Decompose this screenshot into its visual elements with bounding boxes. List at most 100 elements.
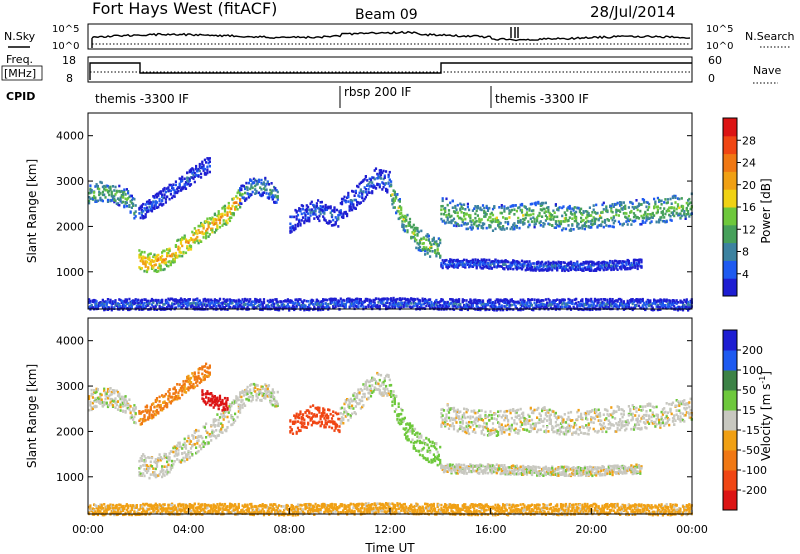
- echo-cell: [320, 304, 323, 308]
- echo-cell: [196, 169, 199, 173]
- echo-cell: [619, 304, 622, 307]
- echo-cell: [622, 301, 625, 305]
- echo-cell: [478, 260, 481, 263]
- echo-cell: [573, 206, 576, 209]
- echo-cell: [569, 260, 573, 264]
- echo-cell: [196, 239, 199, 243]
- echo-cell: [179, 188, 183, 192]
- echo-cell: [178, 177, 181, 180]
- echo-cell: [552, 299, 555, 302]
- echo-cell: [388, 306, 391, 310]
- echo-cell: [680, 300, 683, 304]
- echo-cell: [250, 179, 253, 182]
- echo-cell: [514, 266, 517, 270]
- echo-cell: [454, 206, 457, 209]
- echo-cell: [205, 303, 208, 306]
- echo-cell: [401, 297, 404, 300]
- echo-cell: [308, 216, 311, 220]
- echo-cell: [128, 205, 131, 208]
- echo-cell: [595, 212, 598, 215]
- echo-cell: [309, 214, 312, 217]
- echo-cell: [176, 239, 179, 242]
- echo-cell: [616, 209, 619, 212]
- echo-cell: [145, 467, 149, 471]
- echo-cell: [226, 299, 229, 302]
- echo-cell: [614, 259, 617, 263]
- echo-cell: [99, 192, 102, 195]
- echo-cell: [162, 249, 165, 253]
- echo-cell: [504, 298, 507, 301]
- echo-cell: [505, 301, 508, 305]
- echo-cell: [666, 201, 669, 204]
- echo-cell: [153, 263, 156, 267]
- echo-cell: [388, 184, 391, 188]
- echo-cell: [587, 212, 590, 215]
- echo-cell: [182, 250, 185, 254]
- echo-cell: [286, 298, 289, 301]
- echo-cell: [539, 268, 542, 272]
- echo-cell: [670, 219, 673, 222]
- echo-cell: [240, 194, 243, 197]
- echo-cell: [586, 215, 589, 219]
- echo-cell: [688, 197, 691, 201]
- echo-cell: [344, 212, 347, 215]
- echo-cell: [94, 185, 97, 188]
- echo-cell: [255, 298, 258, 301]
- echo-cell: [382, 185, 385, 189]
- echo-cell: [266, 305, 269, 308]
- echo-cell: [469, 219, 472, 223]
- echo-cell: [650, 308, 653, 311]
- echo-cell: [494, 227, 497, 231]
- echo-cell: [373, 298, 376, 302]
- echo-cell: [461, 259, 464, 263]
- echo-cell: [665, 298, 668, 302]
- echo-cell: [532, 308, 535, 312]
- echo-cell: [542, 207, 545, 211]
- echo-cell: [161, 469, 164, 473]
- echo-cell: [269, 300, 272, 304]
- echo-cell: [207, 225, 210, 228]
- echo-cell: [576, 263, 579, 266]
- echo-cell: [157, 298, 160, 302]
- echo-cell: [648, 301, 651, 304]
- echo-cell: [138, 249, 141, 252]
- echo-cell: [167, 264, 170, 268]
- echo-cell: [559, 266, 563, 269]
- echo-cell: [198, 306, 201, 310]
- echo-cell: [89, 307, 92, 310]
- echo-cell: [383, 297, 386, 301]
- echo-cell: [437, 252, 440, 255]
- echo-cell: [284, 299, 287, 302]
- echo-cell: [505, 265, 508, 268]
- echo-cell: [376, 182, 379, 186]
- echo-cell: [547, 304, 550, 308]
- echo-cell: [669, 218, 672, 222]
- echo-cell: [303, 305, 306, 309]
- echo-cell: [103, 400, 106, 404]
- echo-cell: [206, 304, 209, 307]
- echo-cell: [132, 197, 135, 200]
- echo-cell: [417, 246, 420, 250]
- echo-cell: [119, 409, 122, 412]
- echo-cell: [619, 204, 622, 207]
- echo-cell: [681, 301, 685, 305]
- echo-cell: [288, 309, 291, 312]
- echo-cell: [481, 259, 485, 262]
- echo-cell: [289, 229, 292, 232]
- echo-cell: [525, 260, 529, 263]
- echo-cell: [198, 239, 201, 242]
- echo-cell: [546, 304, 549, 308]
- echo-cell: [666, 209, 669, 212]
- echo-cell: [101, 306, 104, 310]
- echo-cell: [168, 247, 171, 251]
- echo-cell: [508, 302, 511, 305]
- echo-cell: [304, 208, 307, 212]
- echo-cell: [644, 303, 647, 307]
- echo-cell: [530, 209, 534, 213]
- echo-cell: [581, 308, 584, 311]
- echo-cell: [614, 302, 617, 306]
- echo-cell: [347, 200, 350, 203]
- echo-cell: [533, 262, 536, 265]
- echo-cell: [295, 304, 298, 308]
- echo-cell: [320, 208, 323, 212]
